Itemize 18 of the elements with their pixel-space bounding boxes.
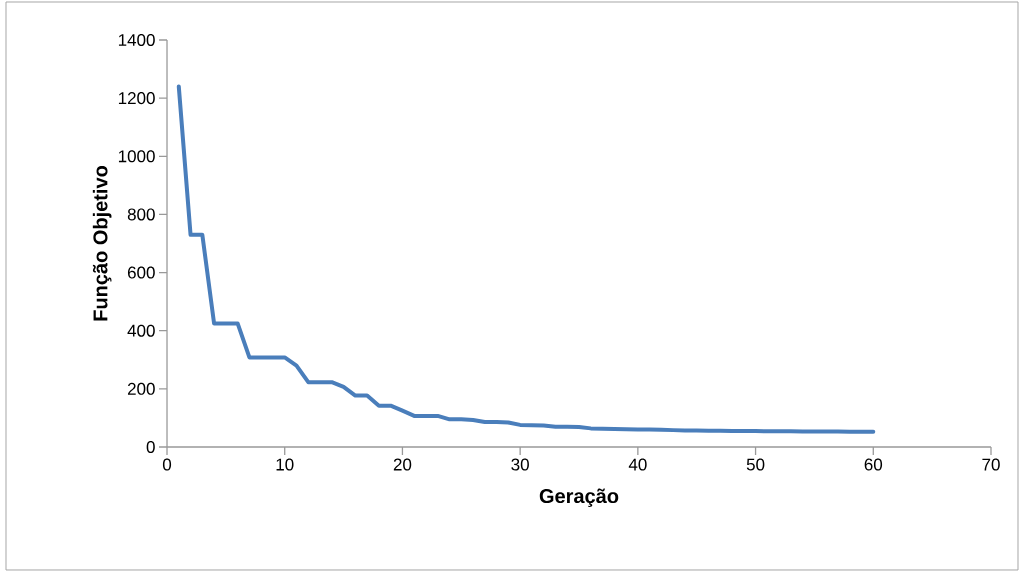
y-tick-label: 1200 (118, 92, 155, 105)
y-tick-label: 1400 (118, 33, 155, 47)
y-axis-title: Função Objetivo (92, 165, 112, 321)
x-tick-label: 40 (628, 458, 647, 471)
x-tick-label: 0 (162, 458, 172, 471)
y-tick-label: 600 (127, 266, 155, 279)
x-tick-label: 60 (864, 458, 883, 471)
y-tick-label: 200 (127, 382, 155, 395)
x-tick-label: 70 (982, 458, 1000, 471)
x-tick-label: 50 (746, 458, 765, 471)
x-tick-label: 30 (511, 458, 529, 471)
y-tick-label: 400 (127, 324, 155, 337)
y-tick-label: 1000 (118, 150, 155, 163)
x-tick-label: 10 (276, 458, 294, 471)
x-tick-label: 20 (393, 458, 412, 471)
y-tick-label: 800 (127, 208, 155, 221)
y-tick-label: 0 (146, 440, 155, 454)
x-axis-title: Geração (539, 488, 619, 508)
